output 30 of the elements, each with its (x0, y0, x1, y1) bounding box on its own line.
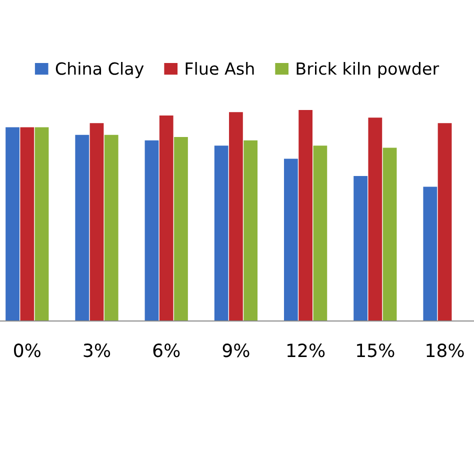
bar (284, 158, 298, 321)
bar (298, 110, 312, 321)
bar (104, 134, 118, 321)
bar (174, 137, 188, 321)
bar (90, 123, 104, 321)
bar (229, 112, 243, 321)
x-tick-label: 3% (84, 344, 110, 358)
bar (354, 176, 368, 321)
x-tick-label: 9% (222, 344, 250, 358)
bar (214, 146, 228, 321)
bar (159, 115, 174, 321)
bar (144, 140, 159, 321)
bar (20, 127, 34, 321)
bar (313, 146, 328, 321)
bar (75, 134, 90, 321)
bar (423, 186, 438, 321)
legend-label: China Clay (56, 62, 144, 78)
bar (382, 148, 397, 321)
x-tick-label: 15% (357, 344, 394, 358)
bar (6, 127, 20, 321)
x-tick-label: 12% (287, 344, 325, 358)
legend-label: Flue Ash (186, 62, 254, 75)
legend-label: Brick kiln powder (296, 62, 440, 78)
bar (34, 127, 49, 321)
bar (438, 123, 452, 321)
x-tick-label: 6% (153, 344, 180, 358)
bar (244, 140, 258, 321)
x-tick-label: 18% (426, 344, 464, 358)
bar (368, 118, 382, 321)
x-tick-label: 0% (14, 344, 40, 358)
